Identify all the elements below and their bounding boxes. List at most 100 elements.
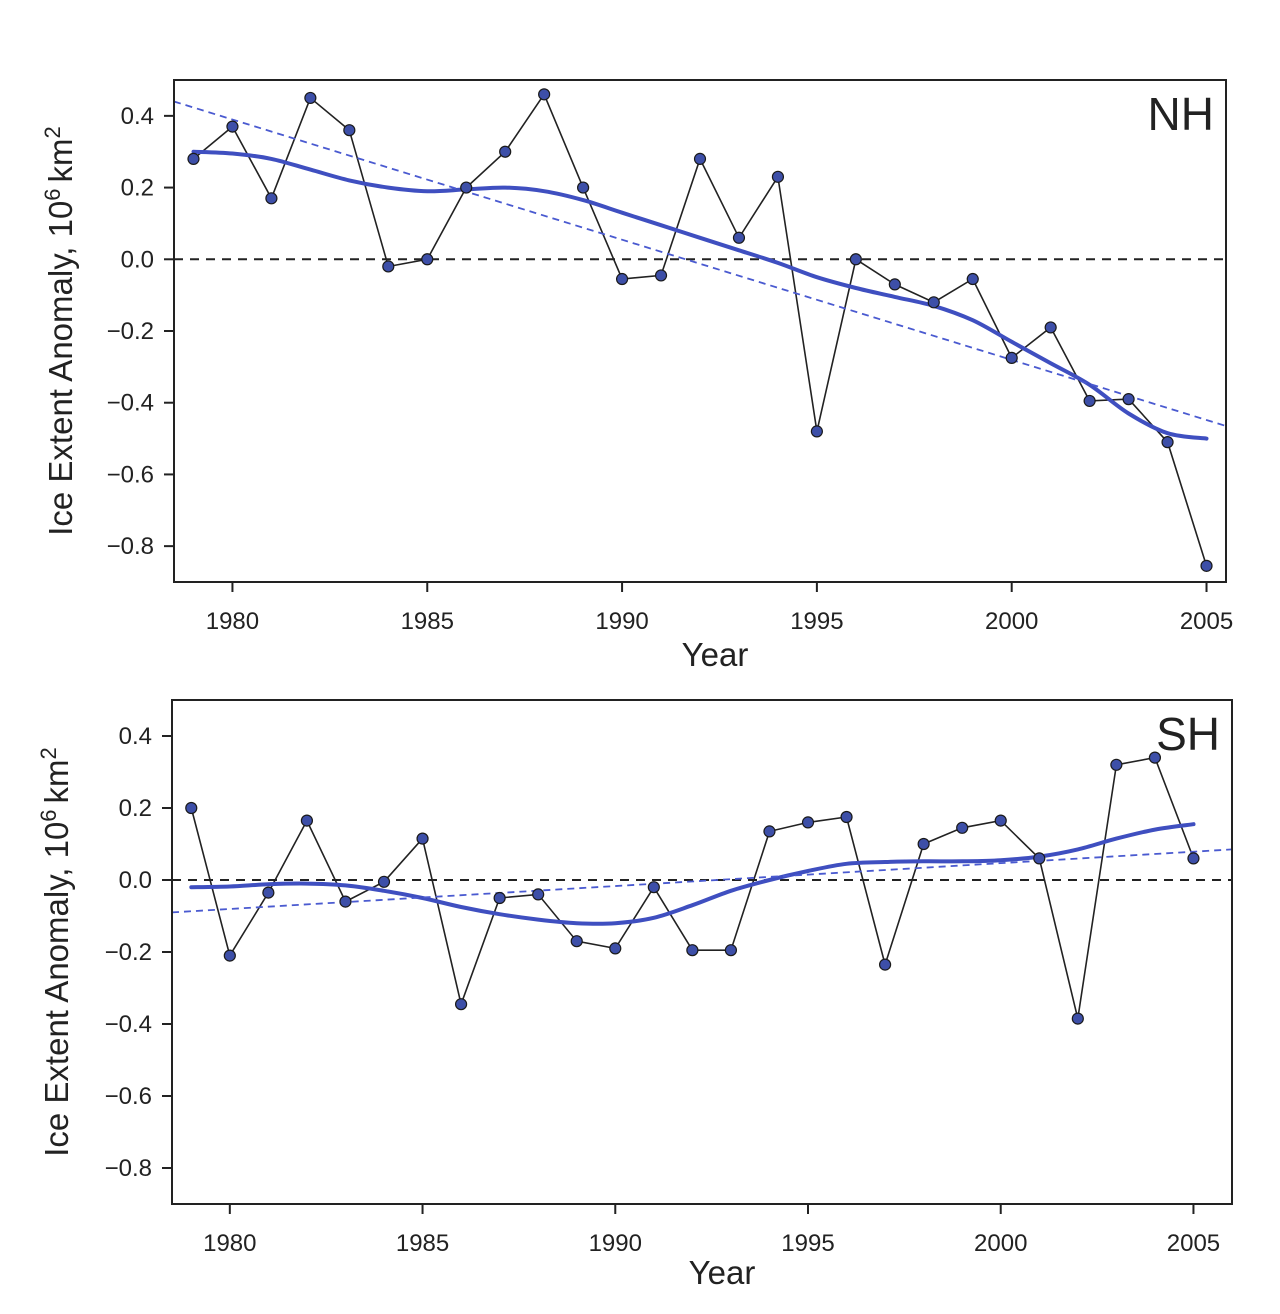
data-point-1997	[888, 278, 901, 291]
data-point-1999	[956, 821, 969, 834]
data-point-2004	[1161, 436, 1174, 449]
y-axis-title-exponent: 6	[36, 809, 61, 821]
y-axis-title-unit-exponent: 2	[40, 126, 65, 138]
x-tick-label: 2005	[1180, 608, 1233, 635]
x-tick-label: 1990	[595, 608, 648, 635]
y-tick-label: 0.2	[119, 795, 152, 822]
data-point-1983	[343, 124, 356, 137]
x-tick-label: 1995	[790, 608, 843, 635]
data-point-1990	[609, 942, 622, 955]
data-point-1989	[570, 935, 583, 948]
y-axis-title-unit: km	[42, 138, 79, 182]
panel-nh: 1980 1985 1990 1995 2000 2005 0.4 0.2 0.0 −0.2 −0.…	[40, 79, 1233, 673]
y-tick-label: −0.4	[107, 390, 154, 417]
x-tick-label: 1980	[206, 608, 259, 635]
y-axis-title: Ice Extent Anomaly, 106 km2	[40, 126, 79, 536]
data-point-1982	[304, 91, 317, 105]
y-tick-label: −0.2	[107, 318, 154, 345]
data-point-1990	[615, 272, 629, 286]
data-point-1991	[647, 881, 660, 894]
x-tick-label: 1995	[781, 1230, 834, 1257]
data-point-2001	[1044, 321, 1057, 334]
plot-area	[174, 92, 1226, 567]
plot-frame	[171, 699, 1233, 1205]
data-point-1987	[493, 891, 506, 905]
data-point-1996	[840, 810, 853, 824]
y-tick-label: −0.6	[107, 461, 154, 488]
x-tick-label: 1985	[396, 1230, 449, 1257]
data-point-1986	[454, 998, 468, 1011]
y-tick-label: 0.0	[121, 246, 154, 273]
data-point-1981	[262, 886, 275, 899]
data-point-1998	[917, 837, 930, 851]
data-point-1995	[810, 425, 823, 438]
x-tick-label: 2000	[974, 1230, 1027, 1257]
y-tick-label: 0.4	[119, 723, 152, 750]
data-point-1984	[377, 875, 391, 888]
y-axis-title: Ice Extent Anomaly, 106 km2	[36, 747, 75, 1157]
x-tick-label: 1990	[589, 1230, 642, 1257]
data-point-1991	[654, 269, 668, 282]
anomaly-series-line	[190, 756, 1195, 1019]
panel-label: SH	[1156, 708, 1220, 760]
y-axis-title-unit-exponent: 2	[36, 747, 61, 759]
data-point-1979	[187, 152, 200, 165]
data-point-1996	[849, 253, 862, 266]
data-point-1995	[801, 816, 815, 829]
data-point-2005	[1187, 852, 1200, 865]
data-point-2002	[1083, 394, 1096, 408]
y-tick-label: 0.0	[119, 867, 152, 894]
y-tick-label: −0.8	[107, 533, 154, 560]
x-axis-title: Year	[682, 636, 749, 673]
data-point-1986	[460, 181, 473, 194]
panel-sh: 1980 1985 1990 1995 2000 2005 0.4 0.2 0.0 −0.2 −0.…	[36, 699, 1233, 1291]
data-point-1988	[538, 88, 551, 101]
data-point-1999	[966, 272, 979, 286]
data-point-1994	[763, 825, 776, 838]
x-axis-title: Year	[689, 1254, 756, 1291]
data-point-2001	[1033, 852, 1046, 865]
y-axis-title-exponent: 6	[40, 188, 65, 200]
data-point-1994	[771, 170, 785, 183]
x-tick-label: 2000	[985, 608, 1038, 635]
y-axis-title-main: Ice Extent Anomaly, 10	[38, 822, 75, 1157]
x-tick-label: 1985	[401, 608, 454, 635]
y-tick-label: −0.4	[105, 1011, 152, 1038]
data-point-1987	[499, 145, 512, 158]
data-point-1985	[416, 832, 429, 845]
plot-area	[172, 756, 1232, 1019]
y-axis-title-main: Ice Extent Anomaly, 10	[42, 201, 79, 536]
y-tick-label: −0.6	[105, 1083, 152, 1110]
data-point-2003	[1110, 758, 1123, 771]
smoothed-trend-line	[189, 822, 1196, 926]
data-point-1993	[724, 944, 738, 957]
data-point-2003	[1122, 393, 1135, 406]
data-point-1997	[878, 958, 892, 971]
y-axis-title-unit: km	[38, 759, 75, 803]
data-point-1993	[732, 231, 746, 244]
x-tick-label: 1980	[203, 1230, 256, 1257]
data-point-1998	[927, 296, 940, 309]
data-point-1988	[532, 888, 545, 901]
y-tick-label: 0.4	[121, 103, 154, 130]
smoothed-trend-line	[191, 149, 1209, 441]
data-point-2005	[1200, 559, 1213, 572]
linear-trend-line	[174, 100, 1226, 427]
panel-label: NH	[1148, 88, 1214, 140]
data-point-1979	[185, 801, 198, 815]
data-point-1981	[265, 192, 278, 205]
y-tick-label: 0.2	[121, 175, 154, 202]
data-point-2000	[994, 814, 1007, 827]
data-point-1992	[686, 944, 699, 957]
y-tick-label: −0.2	[105, 939, 152, 966]
y-tick-label: −0.8	[105, 1155, 152, 1182]
data-point-1992	[693, 152, 707, 165]
data-point-2000	[1005, 351, 1018, 364]
x-tick-label: 2005	[1167, 1230, 1220, 1257]
data-point-2004	[1148, 751, 1162, 764]
data-point-2002	[1071, 1012, 1084, 1025]
linear-trend-line	[172, 848, 1232, 914]
data-point-1989	[577, 181, 590, 194]
data-point-1984	[382, 260, 395, 273]
